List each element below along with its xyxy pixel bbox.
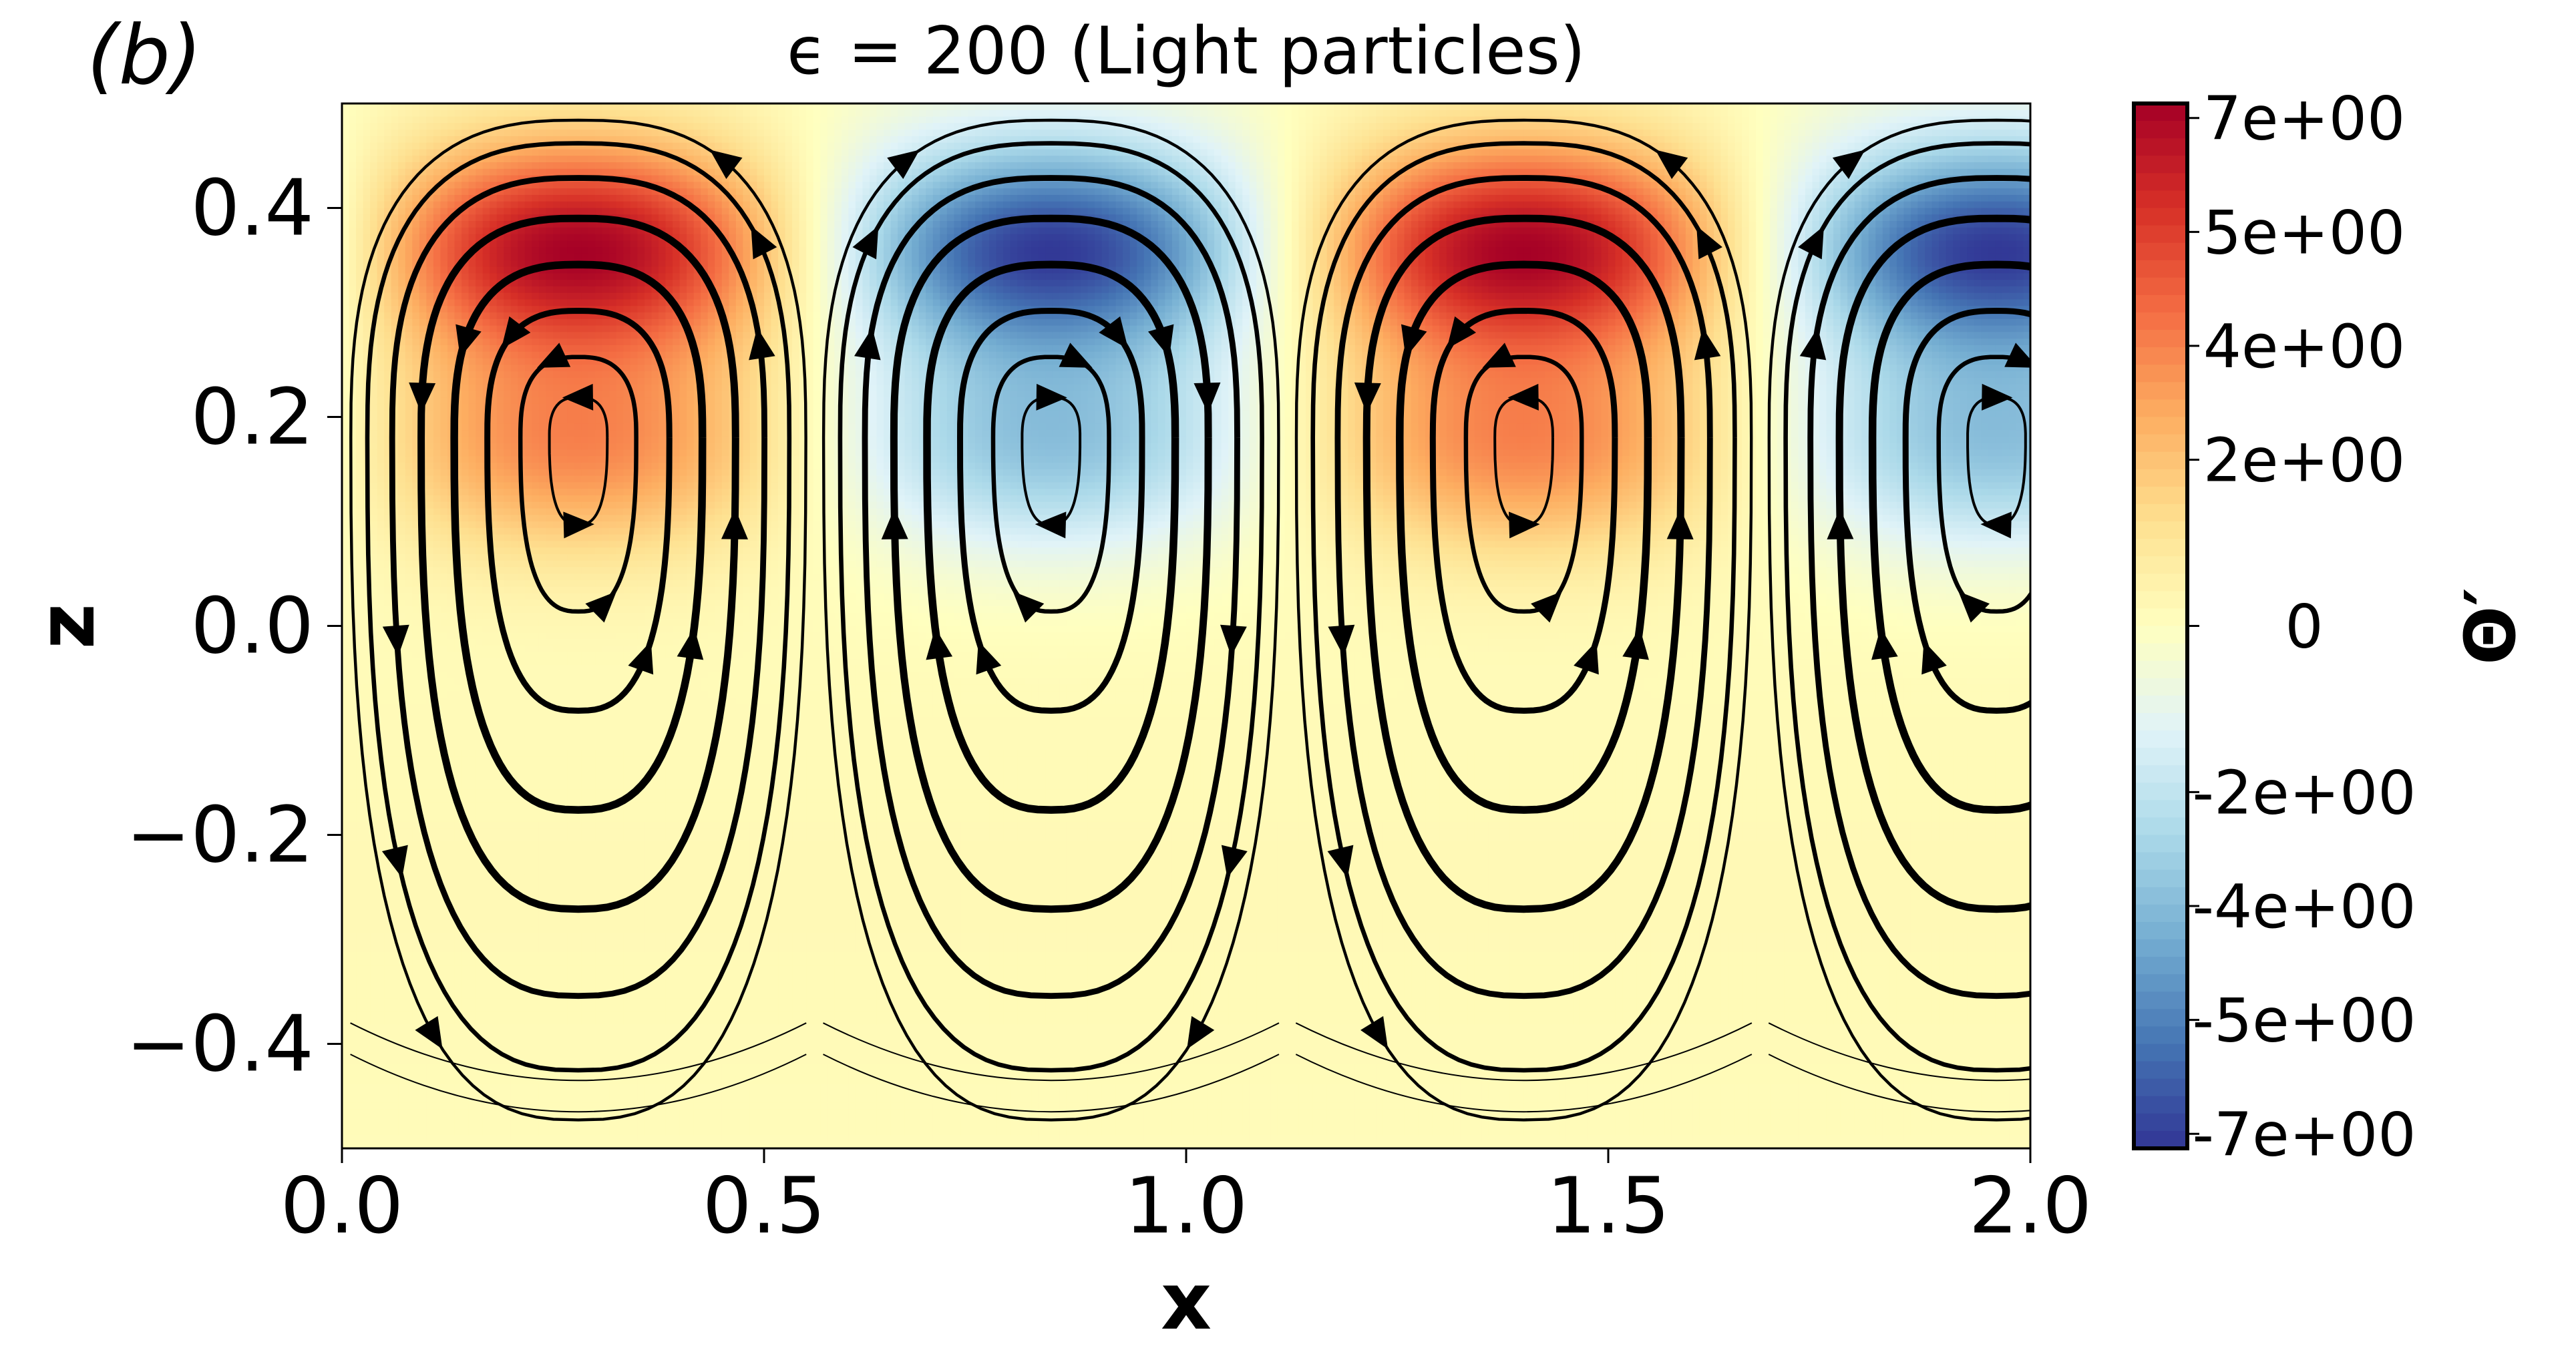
colorbar-tick-label: 2e+00 [2203, 426, 2406, 496]
colorbar-segment [2134, 591, 2187, 609]
x-tick-label: 1.0 [1125, 1161, 1248, 1251]
colorbar-tick-label: -4e+00 [2192, 872, 2416, 942]
colorbar-segment [2134, 730, 2187, 748]
x-tick-label: 1.5 [1547, 1161, 1670, 1251]
y-axis-label: z [20, 604, 112, 650]
colorbar-segment [2134, 103, 2187, 122]
colorbar-segment [2134, 957, 2187, 975]
colorbar-segment [2134, 347, 2187, 365]
colorbar-segment [2134, 1096, 2187, 1114]
colorbar-segment [2134, 487, 2187, 505]
x-tick-label: 0.0 [281, 1161, 403, 1251]
colorbar-segment [2134, 504, 2187, 522]
colorbar-segment [2134, 974, 2187, 992]
streamline-arrow-3-2-1 [2044, 316, 2084, 357]
colorbar-segment [2134, 278, 2187, 296]
y-tick-label: −0.4 [126, 999, 314, 1090]
colorbar-segment [2134, 765, 2187, 783]
colorbar: 7e+00 5e+00 4e+00 2e+00 0 -2e+00 -4e+00 -5e+00 -… [2134, 84, 2416, 1170]
y-tick-label: 0.2 [191, 373, 314, 463]
colorbar-segment [2134, 887, 2187, 905]
colorbar-segment [2134, 138, 2187, 156]
colorbar-segment [2134, 1131, 2187, 1149]
colorbar-tick-label: 0 [2285, 592, 2323, 662]
colorbar-segment [2134, 800, 2187, 818]
colorbar-segment [2134, 312, 2187, 330]
colorbar-segment [2134, 678, 2187, 696]
colorbar-segment [2134, 644, 2187, 662]
colorbar-segment [2134, 991, 2187, 1009]
colorbar-segment [2134, 435, 2187, 453]
colorbar-segment [2134, 556, 2187, 574]
colorbar-segment [2134, 469, 2187, 487]
colorbar-segment [2134, 417, 2187, 435]
colorbar-segment [2134, 782, 2187, 801]
colorbar-segment [2134, 713, 2187, 731]
colorbar-segment [2134, 190, 2187, 208]
colorbar-segment [2134, 226, 2187, 244]
x-tick-label: 2.0 [1969, 1161, 2092, 1251]
colorbar-segment [2134, 173, 2187, 191]
colorbar-segment [2134, 156, 2187, 174]
colorbar-segment [2134, 382, 2187, 400]
colorbar-segment [2134, 1079, 2187, 1097]
colorbar-segment [2134, 835, 2187, 853]
colorbar-tick-label: -2e+00 [2192, 758, 2416, 828]
colorbar-segment [2134, 608, 2187, 626]
panel-label: (b) [87, 8, 202, 103]
x-tick-label: 0.5 [703, 1161, 825, 1251]
colorbar-segment [2134, 295, 2187, 313]
colorbar-tick-label: 7e+00 [2203, 84, 2406, 154]
colorbar-segment [2134, 661, 2187, 679]
colorbar-segment [2134, 922, 2187, 940]
colorbar-segment [2134, 1026, 2187, 1044]
colorbar-segment [2134, 521, 2187, 539]
colorbar-segment [2134, 817, 2187, 835]
colorbar-segment [2134, 696, 2187, 714]
colorbar-segment [2134, 260, 2187, 278]
chart-title: ϵ = 200 (Light particles) [787, 13, 1586, 89]
y-tick-label: 0.4 [191, 164, 314, 254]
colorbar-segment [2134, 626, 2187, 644]
colorbar-segment [2134, 870, 2187, 888]
streamline-arrow-3-3-1 [2094, 324, 2128, 361]
colorbar-tick-label: 5e+00 [2203, 198, 2406, 268]
colorbar-tick-label: -7e+00 [2192, 1100, 2416, 1170]
y-tick-label: 0.0 [191, 582, 314, 672]
colorbar-segment [2134, 574, 2187, 592]
colorbar-tick-label: -5e+00 [2192, 986, 2416, 1056]
colorbar-segment [2134, 1009, 2187, 1027]
colorbar-segment [2134, 121, 2187, 139]
colorbar-tick-label: 4e+00 [2203, 312, 2406, 382]
colorbar-segment [2134, 399, 2187, 417]
colorbar-segment [2134, 748, 2187, 766]
colorbar-segment [2134, 452, 2187, 470]
colorbar-segment [2134, 853, 2187, 871]
x-axis-label: x [1161, 1255, 1212, 1347]
colorbar-segment [2134, 365, 2187, 383]
colorbar-segment [2134, 1062, 2187, 1080]
colorbar-segment [2134, 243, 2187, 261]
colorbar-segment [2134, 1114, 2187, 1132]
colorbar-segment [2134, 208, 2187, 226]
x-axis: 0.0 0.5 1.0 1.5 2.0 [281, 1148, 2092, 1251]
colorbar-segment [2134, 1044, 2187, 1062]
y-axis: −0.4 −0.2 0.0 0.2 0.4 [126, 164, 342, 1090]
colorbar-label: Θ′ [2450, 588, 2531, 665]
colorbar-segment [2134, 539, 2187, 557]
colorbar-segment [2134, 939, 2187, 957]
colorbar-segment [2134, 905, 2187, 923]
y-tick-label: −0.2 [126, 790, 314, 881]
colorbar-segment [2134, 330, 2187, 348]
